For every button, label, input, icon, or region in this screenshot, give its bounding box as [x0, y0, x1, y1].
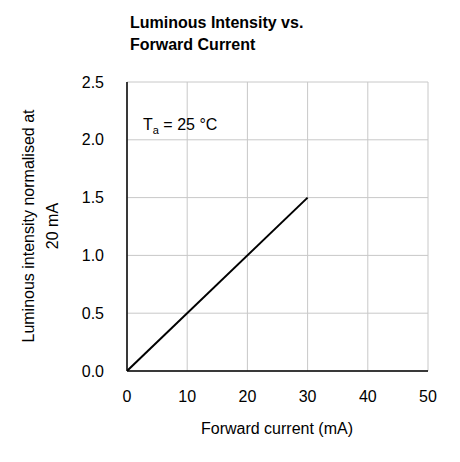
svg-text:Luminous Intensity vs.: Luminous Intensity vs. [130, 14, 303, 31]
svg-text:20 mA: 20 mA [44, 203, 61, 250]
svg-text:Ta = 25 °C: Ta = 25 °C [143, 116, 217, 136]
svg-text:Forward Current: Forward Current [130, 36, 256, 53]
svg-text:1.0: 1.0 [82, 247, 104, 264]
svg-text:10: 10 [178, 388, 196, 405]
svg-text:0: 0 [123, 388, 132, 405]
svg-text:50: 50 [419, 388, 437, 405]
svg-text:Luminous intensity normalised: Luminous intensity normalised at [20, 109, 37, 343]
svg-text:Forward current (mA): Forward current (mA) [201, 420, 353, 437]
svg-text:0.0: 0.0 [82, 363, 104, 380]
svg-text:1.5: 1.5 [82, 189, 104, 206]
svg-text:20: 20 [239, 388, 257, 405]
svg-text:2.5: 2.5 [82, 74, 104, 91]
svg-text:40: 40 [359, 388, 377, 405]
svg-text:2.0: 2.0 [82, 131, 104, 148]
svg-text:30: 30 [299, 388, 317, 405]
svg-text:0.5: 0.5 [82, 305, 104, 322]
